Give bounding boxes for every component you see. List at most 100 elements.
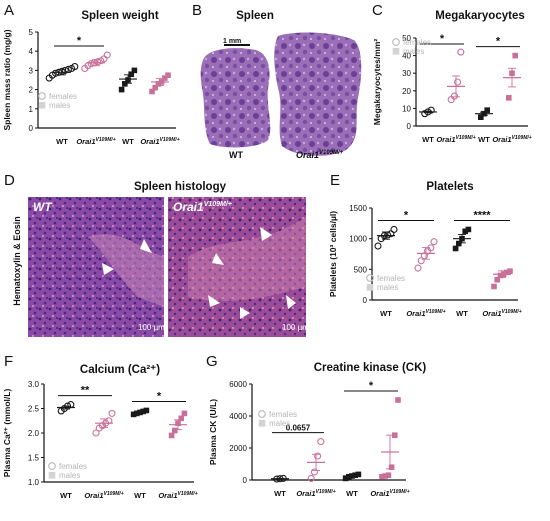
- legend-male-label: males: [49, 101, 70, 110]
- data-point-female: [310, 468, 318, 476]
- x-category-label: WT: [122, 137, 134, 146]
- significance-label: *: [440, 33, 445, 45]
- chart-calcium: 1.0 1.5 2.0 2.5 3.0 Plasma Ca²⁺ (mmol/L) WT Ora…: [2, 380, 198, 500]
- title-calcium: Calcium (Ca²⁺): [79, 364, 161, 376]
- y-tick-label: 500: [354, 265, 368, 274]
- data-point-male: [355, 471, 362, 478]
- data-point-male: [143, 407, 150, 414]
- x-category-label: Orai1V109M/+: [296, 489, 335, 498]
- data-point-male: [379, 474, 385, 480]
- x-category-label: Orai1V109M/+: [140, 137, 179, 146]
- y-tick-label: 3.0: [28, 380, 40, 389]
- chart-spleen-weight: 0 1 2 3 4 5 Spleen mass ratio (mg/g) WT Orai1V10…: [2, 28, 180, 146]
- histology-mutant-image: [168, 197, 306, 337]
- y-tick-label: 1500: [349, 204, 367, 213]
- significance-label: ****: [473, 209, 491, 221]
- data-point-female: [427, 106, 435, 114]
- legend-female-label: females: [269, 410, 297, 419]
- significance-label: **: [81, 385, 90, 397]
- histology-wt-scale-label: 100 µm: [138, 323, 165, 332]
- y-tick-label: 2.0: [28, 429, 40, 438]
- legend-female-marker: [258, 410, 266, 418]
- data-point-female: [71, 63, 79, 71]
- data-point-male: [465, 226, 472, 233]
- data-point-male: [382, 473, 388, 479]
- data-point-male: [395, 397, 401, 403]
- y-tick-label: 1.0: [28, 478, 40, 487]
- spleen-label-mutant: Orai1V109M/+: [296, 150, 343, 160]
- data-point-female: [374, 242, 382, 250]
- y-axis-label: Spleen mass ratio (mg/g): [2, 29, 12, 130]
- y-tick-label: 1000: [349, 235, 367, 244]
- legend-female-marker: [366, 274, 374, 282]
- significance-label: *: [77, 35, 82, 47]
- legend-male-marker: [38, 102, 46, 109]
- title-platelets: Platelets: [426, 181, 474, 193]
- y-tick-label: 20: [402, 87, 411, 96]
- data-point-male: [452, 245, 459, 252]
- title-creatine-kinase: Creatine kinase (CK): [313, 362, 427, 374]
- chart-platelets: 0 500 1000 1500 Platelets (10³ cells/µl) WT Or…: [328, 204, 522, 318]
- histology-mutant-gene: Orai1: [173, 200, 204, 214]
- significance-label: *: [404, 209, 409, 221]
- spleen-mutant-section: [274, 32, 362, 156]
- data-point-female: [52, 69, 60, 77]
- data-point-female: [307, 474, 315, 482]
- panel-letter-d: D: [4, 172, 15, 189]
- legend-female-label: females: [59, 462, 87, 471]
- title-spleen: Spleen: [236, 10, 274, 22]
- x-category-label: Orai1V109M/+: [84, 491, 123, 500]
- data-point-male: [162, 75, 168, 81]
- data-point-male: [130, 411, 137, 418]
- panel-letter-c: C: [372, 2, 383, 19]
- y-axis-label: Plasma CK (U/L): [208, 399, 218, 465]
- spleen-label-mutant-gene: Orai1: [296, 150, 320, 160]
- data-point-male: [128, 71, 134, 78]
- histology-mut-arrow-2: [212, 253, 224, 265]
- y-tick-label: 0: [29, 124, 34, 133]
- significance-label: *: [496, 36, 501, 48]
- legend-female-marker: [38, 92, 46, 100]
- data-point-female: [103, 51, 111, 59]
- y-tick-label: 2: [29, 86, 34, 95]
- legend-female-label: females: [49, 92, 77, 101]
- histology-wt-arrow-2: [102, 263, 114, 275]
- spleen-scale-bar: [224, 44, 250, 46]
- spleen-label-wt: WT: [229, 150, 243, 160]
- x-category-label: WT: [134, 491, 146, 500]
- y-tick-label: 1.5: [28, 454, 40, 463]
- data-point-female: [430, 238, 438, 246]
- data-point-female: [417, 257, 425, 265]
- histology-mut-arrow-1: [260, 227, 272, 241]
- x-category-label: WT: [60, 491, 72, 500]
- data-point-male: [168, 432, 175, 439]
- histology-wt-arrow-1: [140, 239, 152, 253]
- data-point-male: [462, 228, 468, 235]
- spleen-label-mutant-sup: V109M/+: [319, 150, 344, 156]
- spleen-scale-bar-label: 1 mm: [223, 38, 242, 45]
- data-point-female: [317, 438, 325, 446]
- data-point-male: [385, 472, 392, 478]
- histology-mutant-scale-label: 100 µm: [282, 323, 309, 332]
- data-point-female: [87, 60, 95, 68]
- significance-label: *: [369, 380, 374, 392]
- x-category-label: Orai1V109M/+: [482, 309, 521, 318]
- x-category-label: Orai1V109M/+: [492, 135, 531, 144]
- x-category-label: Orai1V109M/+: [406, 309, 445, 318]
- data-point-male: [172, 427, 178, 434]
- legend-female-label: females: [377, 274, 405, 283]
- data-point-male: [392, 432, 398, 438]
- legend-female-marker: [392, 38, 400, 46]
- y-tick-label: 5: [29, 28, 34, 37]
- y-tick-label: 0: [407, 122, 412, 131]
- x-category-label: WT: [422, 135, 434, 144]
- y-tick-label: 40: [402, 52, 411, 61]
- title-megakaryocytes: Megakaryocytes: [435, 10, 525, 22]
- histology-wt-image: [28, 197, 164, 337]
- legend-male-label: males: [403, 47, 424, 56]
- x-category-label: WT: [274, 489, 286, 498]
- data-point-male: [388, 464, 395, 470]
- data-point-female: [92, 429, 100, 437]
- data-point-male: [507, 268, 513, 274]
